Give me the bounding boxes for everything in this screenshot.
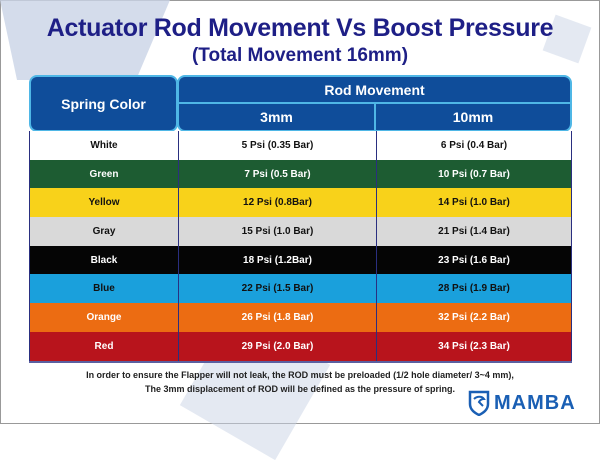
cell-spring-color: Yellow [29,188,179,218]
header-spring-color: Spring Color [29,75,178,132]
cell-3mm: 22 Psi (1.5 Bar) [178,274,377,304]
cell-3mm: 18 Psi (1.2Bar) [178,245,377,275]
header-3mm: 3mm [177,102,376,132]
cell-10mm: 6 Psi (0.4 Bar) [376,131,572,160]
cell-10mm: 28 Psi (1.9 Bar) [376,274,572,304]
cell-spring-color: Black [29,245,179,275]
page-title: Actuator Rod Movement Vs Boost Pressure [46,14,554,42]
note-line-2: The 3mm displacement of ROD will be defi… [144,384,456,394]
cell-10mm: 21 Psi (1.4 Bar) [376,217,572,246]
header-10mm: 10mm [374,102,572,132]
pressure-table: White 5 Psi (0.35 Bar) 6 Psi (0.4 Bar) Gree… [29,131,572,363]
cell-spring-color: Green [29,159,179,189]
cell-10mm: 34 Psi (2.3 Bar) [376,331,572,362]
cell-3mm: 26 Psi (1.8 Bar) [178,303,377,332]
cell-3mm: 7 Psi (0.5 Bar) [178,159,377,189]
cell-spring-color: Red [29,331,179,362]
cell-10mm: 32 Psi (2.2 Bar) [376,303,572,332]
table-row: Red 29 Psi (2.0 Bar) 34 Psi (2.3 Bar) [29,331,572,362]
table-row: White 5 Psi (0.35 Bar) 6 Psi (0.4 Bar) [29,131,572,160]
cell-3mm: 12 Psi (0.8Bar) [178,188,377,218]
table-row: Yellow 12 Psi (0.8Bar) 14 Psi (1.0 Bar) [29,188,572,218]
cell-3mm: 29 Psi (2.0 Bar) [178,331,377,362]
shield-icon [468,390,490,416]
cell-spring-color: Gray [29,217,179,246]
table-row: Blue 22 Psi (1.5 Bar) 28 Psi (1.9 Bar) [29,274,572,304]
mamba-logo: MAMBA [468,390,576,416]
cell-10mm: 14 Psi (1.0 Bar) [376,188,572,218]
cell-3mm: 5 Psi (0.35 Bar) [178,131,377,160]
logo-text: MAMBA [494,391,576,414]
table-row: Gray 15 Psi (1.0 Bar) 21 Psi (1.4 Bar) [29,217,572,246]
cell-spring-color: Blue [29,274,179,304]
table-row: Green 7 Psi (0.5 Bar) 10 Psi (0.7 Bar) [29,159,572,189]
cell-10mm: 10 Psi (0.7 Bar) [376,159,572,189]
cell-3mm: 15 Psi (1.0 Bar) [178,217,377,246]
cell-spring-color: Orange [29,303,179,332]
cell-spring-color: White [29,131,179,160]
note-line-1: In order to ensure the Flapper will not … [86,370,514,380]
header-rod-movement: Rod Movement [177,75,572,104]
cell-10mm: 23 Psi (1.6 Bar) [376,245,572,275]
table-row: Orange 26 Psi (1.8 Bar) 32 Psi (2.2 Bar) [29,303,572,332]
page-subtitle: (Total Movement 16mm) [191,45,409,66]
table-row: Black 18 Psi (1.2Bar) 23 Psi (1.6 Bar) [29,245,572,275]
